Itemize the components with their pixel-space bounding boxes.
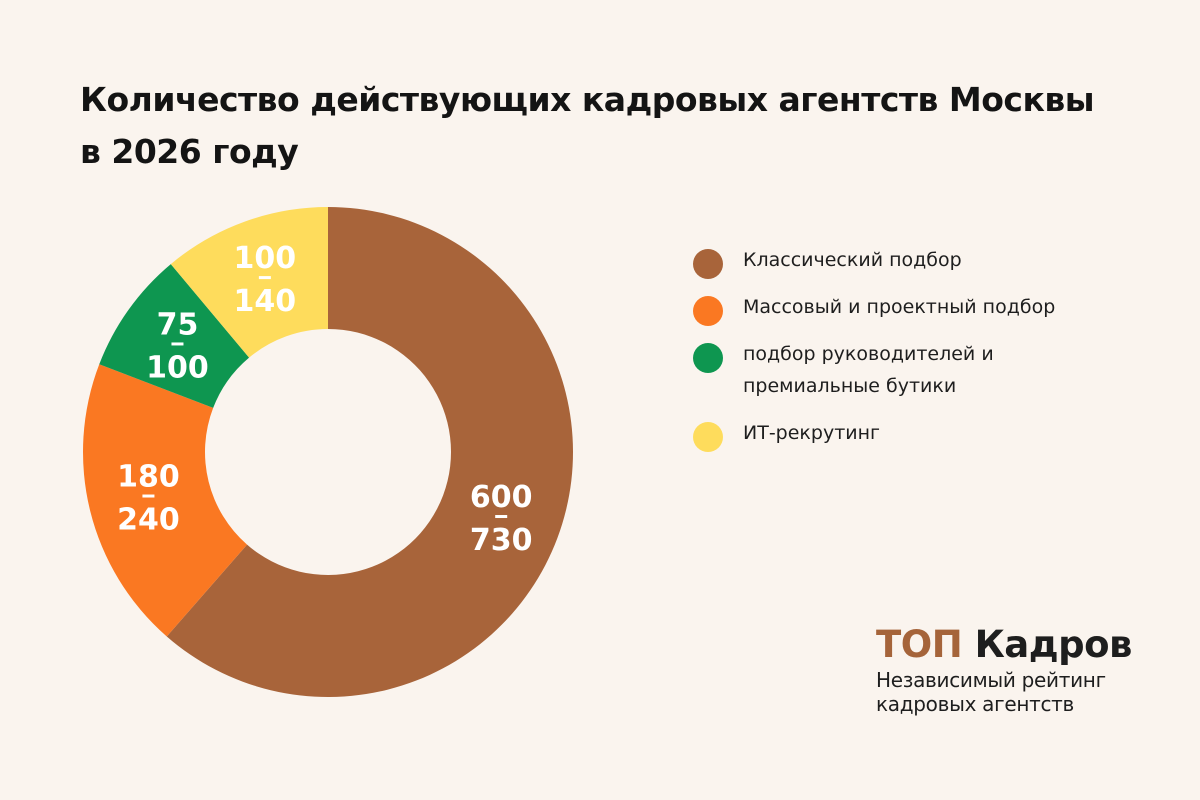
legend-item-it: ИТ-рекрутинг [693, 417, 1133, 452]
slice-label-it: 100 140 [234, 241, 297, 319]
slice-label-executive: 75 100 [146, 307, 209, 385]
slice-range-dash-executive [171, 342, 184, 346]
legend-item-mass: Массовый и проектный подбор [693, 291, 1133, 326]
legend-swatch-executive [693, 343, 723, 373]
chart-legend: Классический подбор Массовый и проектный… [693, 244, 1133, 464]
slice-label-mass: 180 240 [117, 460, 180, 538]
legend-item-executive: подбор руководителей и премиальные бутик… [693, 338, 1133, 402]
slice-range-dash-mass [142, 494, 155, 498]
legend-label-mass: Массовый и проектный подбор [743, 296, 1056, 318]
legend-item-classic: Классический подбор [693, 244, 1133, 279]
brand-name: ТОП Кадров [876, 622, 1166, 668]
donut-slices [83, 207, 573, 697]
slice-label-classic: 600 730 [470, 480, 533, 558]
chart-title-line-1: Количество действующих кадровых агентств… [80, 80, 1095, 119]
chart-title-line-2: в 2026 году [80, 132, 299, 171]
chart-title: Количество действующих кадровых агентств… [80, 74, 1120, 178]
donut-chart: 600 730 180 240 75 100 100 140 [83, 207, 573, 697]
donut-slice-classic [166, 207, 573, 697]
donut-slice-mass [83, 364, 248, 637]
donut-slice-executive [99, 264, 250, 408]
legend-label-executive: подбор руководителей и [743, 343, 994, 365]
legend-label-executive-line-2: премиальные бутики [743, 375, 957, 397]
brand-name-top: ТОП [876, 623, 963, 666]
legend-label-it: ИТ-рекрутинг [743, 422, 881, 444]
brand-logo: ТОП Кадров Независимый рейтинг кадровых … [876, 622, 1166, 716]
slice-range-dash-classic [495, 515, 508, 519]
brand-tagline: Независимый рейтинг кадровых агентств [876, 668, 1166, 716]
legend-swatch-it [693, 422, 723, 452]
legend-swatch-classic [693, 249, 723, 279]
brand-name-rest: Кадров [974, 623, 1133, 666]
legend-swatch-mass [693, 296, 723, 326]
donut-slice-labels: 600 730 180 240 75 100 100 140 [117, 241, 532, 558]
legend-label-classic: Классический подбор [743, 249, 962, 271]
donut-slice-it [170, 207, 328, 358]
brand-tagline-line-2: кадровых агентств [876, 692, 1074, 716]
slice-range-dash-it [258, 276, 271, 280]
brand-tagline-line-1: Независимый рейтинг [876, 668, 1106, 692]
